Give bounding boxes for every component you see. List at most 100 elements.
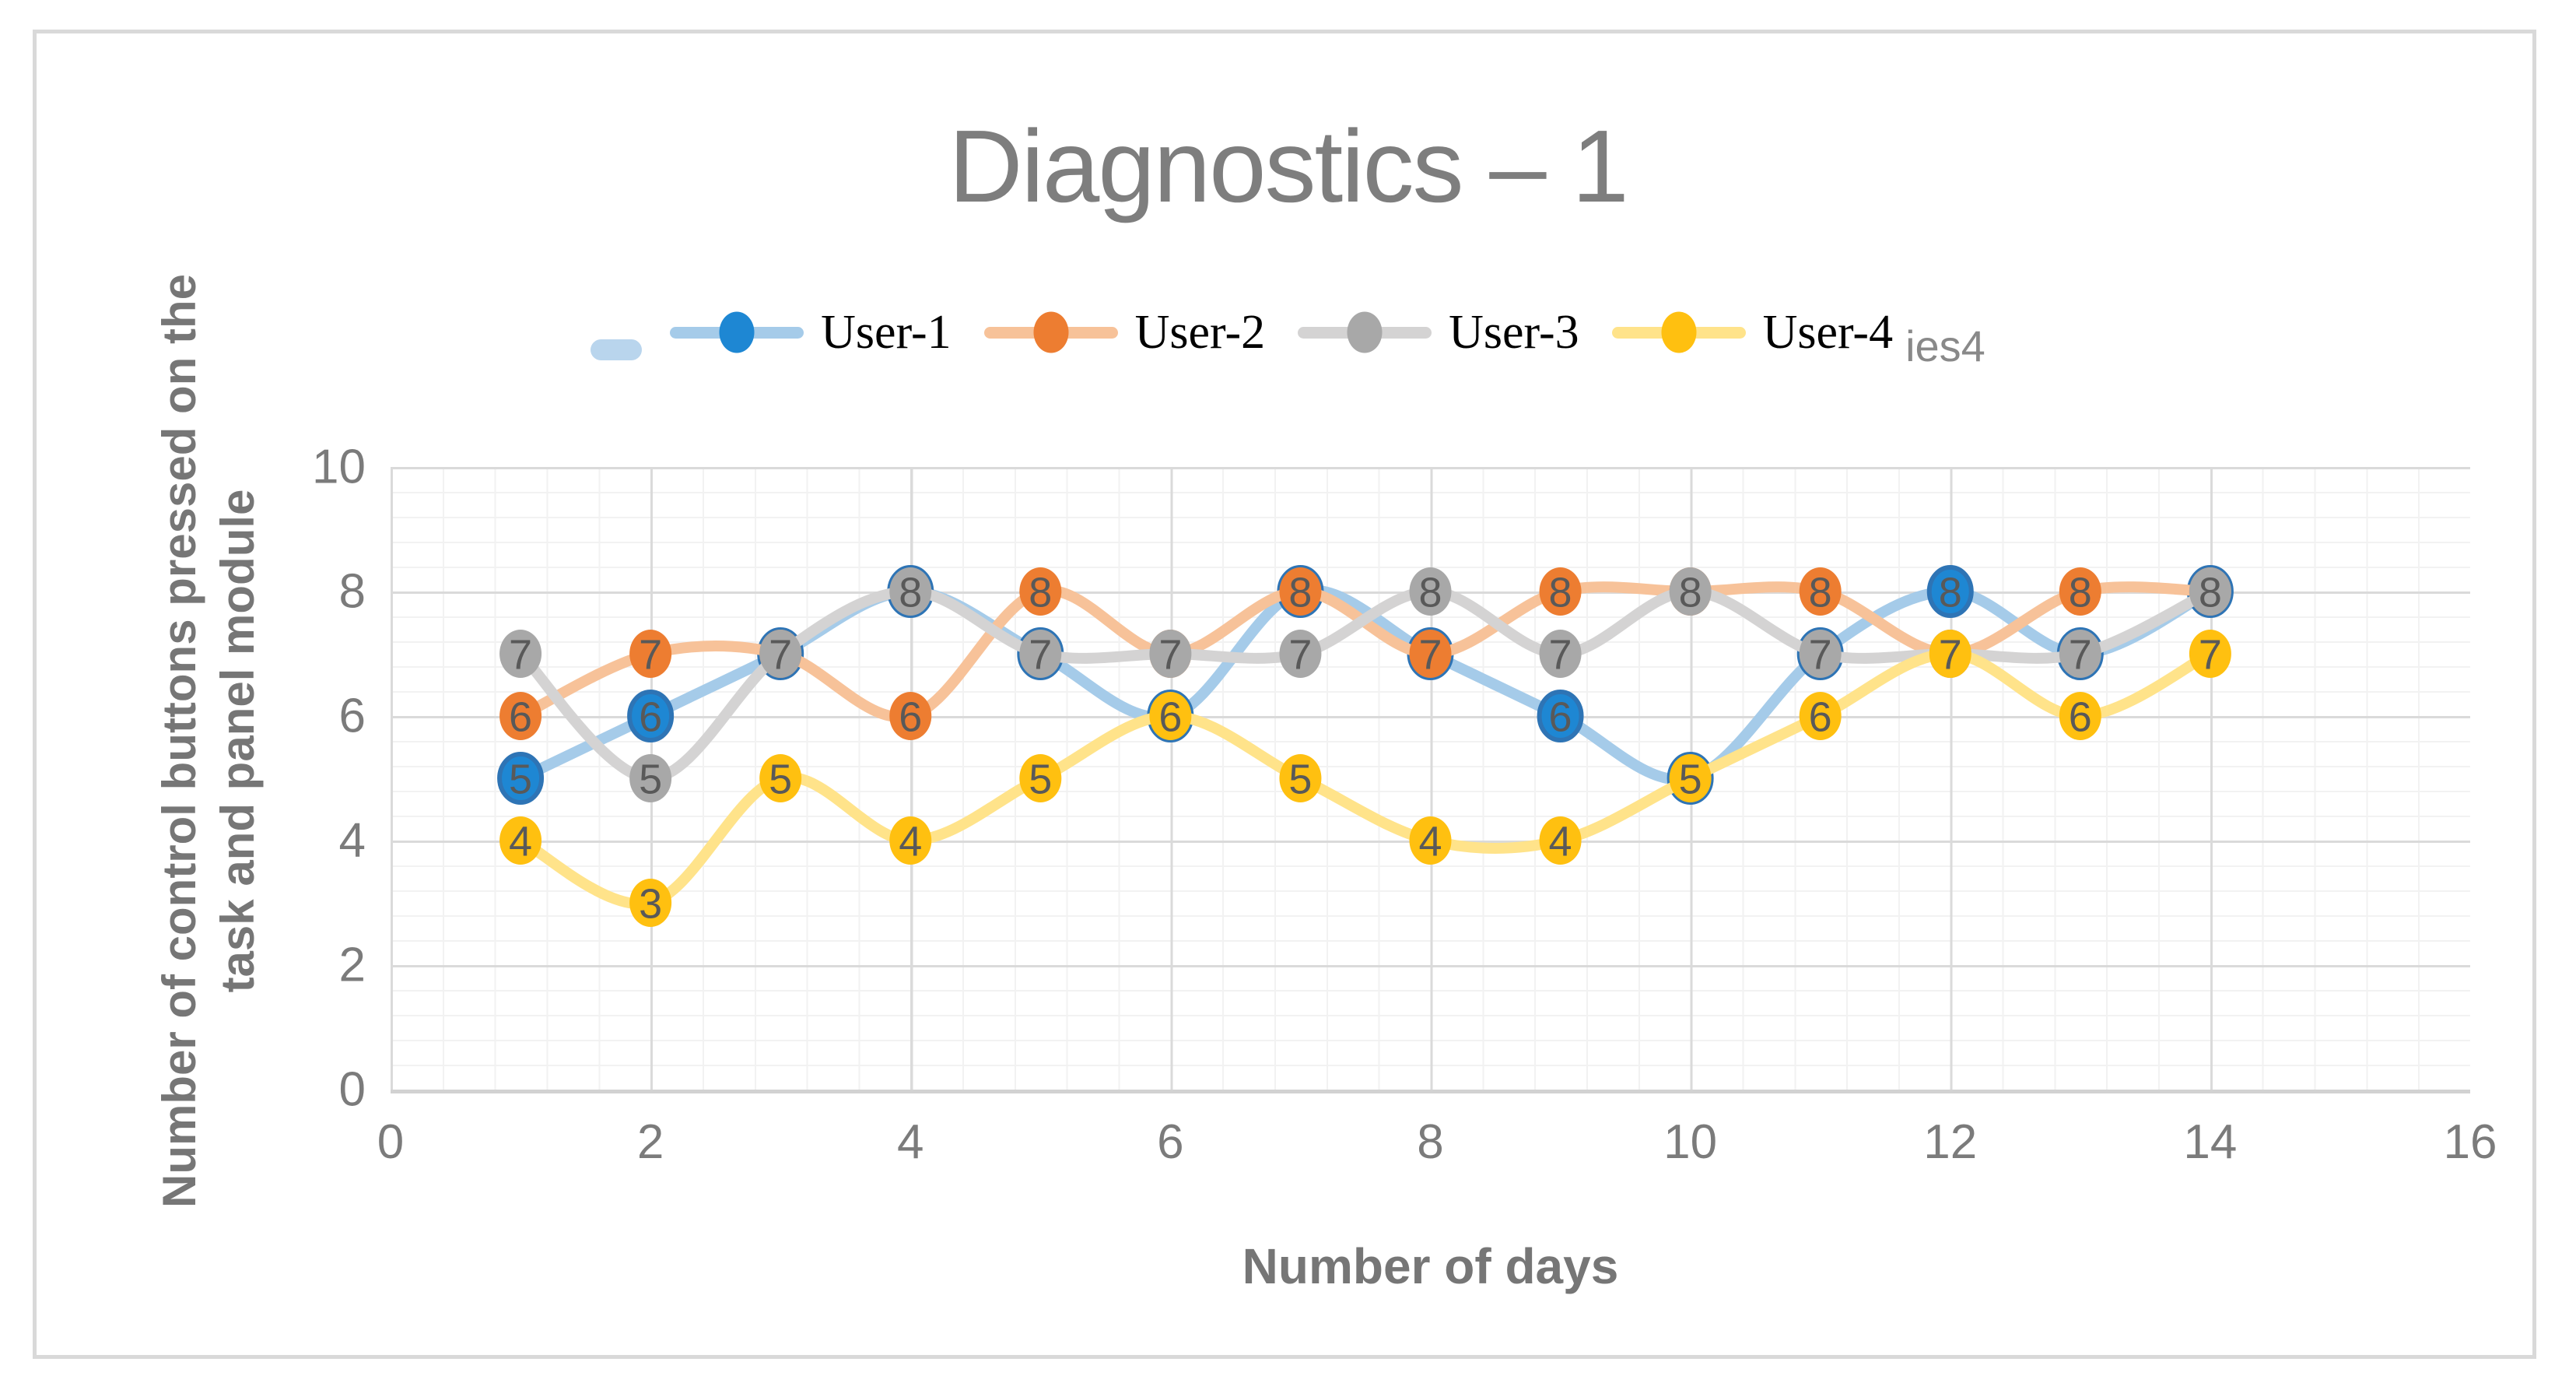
- data-point-user-4-day9: [1539, 816, 1582, 865]
- data-point-user-2-day7: [1279, 567, 1322, 616]
- data-label-user-3-day6: 7: [1158, 631, 1182, 678]
- data-point-user-3-day5: [1019, 630, 1062, 678]
- legend-line-swatch: [670, 311, 804, 353]
- data-point-user-3-day6: [1149, 630, 1192, 678]
- data-point-user-3-day10: [1669, 567, 1712, 616]
- x-tick-label: 4: [897, 1115, 924, 1169]
- data-label-user-2-day2: 7: [639, 631, 662, 678]
- y-tick-label: 10: [312, 440, 366, 494]
- data-point-user-4-day11: [1799, 692, 1842, 740]
- legend-stray-text: ies4: [1905, 321, 1985, 370]
- data-point-user-4-day7: [1279, 754, 1322, 802]
- x-tick-label: 12: [1923, 1115, 1978, 1169]
- data-label-user-4-day11: 6: [1809, 693, 1832, 740]
- data-label-user-3-day3: 7: [769, 631, 792, 678]
- data-point-user-2-day5: [1019, 567, 1062, 616]
- data-point-user-2-day1: [499, 692, 542, 740]
- data-label-user-2-day13: 8: [2069, 569, 2092, 616]
- data-label-user-3-day13: 7: [2069, 631, 2092, 678]
- data-label-user-4-day13: 6: [2069, 693, 2092, 740]
- data-point-user-3-day4: [889, 567, 932, 616]
- data-point-user-3-day7: [1279, 630, 1322, 678]
- data-label-user-4-day14: 7: [2199, 631, 2222, 678]
- data-label-user-2-day9: 8: [1549, 569, 1572, 616]
- data-point-user-1-day9: [1537, 690, 1584, 742]
- legend-line-swatch: [983, 311, 1118, 353]
- legend-item-user-1: User-1: [670, 305, 952, 360]
- data-point-user-3-day14: [2189, 567, 2231, 616]
- data-point-user-4-day8: [1409, 816, 1452, 865]
- data-point-user-1-day12: [1926, 565, 1974, 618]
- data-point-user-4-day10: [1669, 754, 1712, 802]
- legend-marker-dot: [1347, 311, 1383, 353]
- data-point-user-3-day1: [499, 630, 542, 678]
- data-label-user-3-day1: 7: [509, 631, 532, 678]
- data-label-user-4-day4: 4: [899, 818, 922, 865]
- legend-marker-dot: [719, 311, 755, 353]
- data-label-user-4-day7: 5: [1288, 756, 1312, 802]
- data-label-user-1-day9: 6: [1549, 693, 1572, 740]
- legend-label: User-1: [821, 305, 952, 359]
- data-point-user-2-day2: [629, 630, 672, 678]
- data-point-user-3-day9: [1539, 630, 1582, 678]
- data-point-user-2-day4: [889, 692, 932, 740]
- data-label-user-3-day4: 8: [899, 569, 922, 616]
- x-tick-label: 0: [377, 1115, 405, 1169]
- data-label-user-3-day5: 7: [1029, 631, 1052, 678]
- data-point-user-4-day6: [1149, 692, 1192, 740]
- data-point-user-3-day2: [629, 754, 672, 802]
- data-point-user-2-day8: [1409, 630, 1452, 678]
- data-point-user-3-day11: [1799, 630, 1842, 678]
- data-point-user-4-day5: [1019, 754, 1062, 802]
- series-layer: 5678768765787867768787888788757877787877…: [497, 565, 2234, 927]
- data-point-user-4-day1: [499, 816, 542, 865]
- data-label-user-3-day11: 7: [1809, 631, 1832, 678]
- legend-marker-dot: [1661, 311, 1697, 353]
- legend-label: User-3: [1449, 305, 1579, 359]
- data-point-user-2-day9: [1539, 567, 1582, 616]
- data-label-user-4-day2: 3: [639, 880, 662, 927]
- data-label-user-4-day12: 7: [1939, 631, 1962, 678]
- data-label-user-3-day14: 8: [2199, 569, 2222, 616]
- data-point-user-4-day13: [2059, 692, 2101, 740]
- data-point-user-3-day8: [1409, 567, 1452, 616]
- data-point-user-4-day4: [889, 816, 932, 865]
- legend-partial-marker-artifact: [591, 339, 643, 360]
- data-point-user-1-day1: [497, 752, 545, 805]
- data-label-user-2-day4: 6: [899, 693, 922, 740]
- data-label-user-4-day1: 4: [509, 818, 532, 865]
- data-label-user-2-day7: 8: [1288, 569, 1312, 616]
- x-axis-title: Number of days: [1242, 1238, 1619, 1294]
- data-point-user-2-day13: [2059, 567, 2101, 616]
- data-label-user-2-day8: 7: [1418, 631, 1442, 678]
- chart-title: Diagnostics – 1: [948, 109, 1628, 223]
- series-line-user-3: [515, 585, 2216, 784]
- data-point-user-4-day12: [1929, 630, 1971, 678]
- x-tick-label: 16: [2443, 1115, 2497, 1169]
- x-tick-label: 10: [1663, 1115, 1718, 1169]
- y-tick-label: 8: [338, 564, 366, 619]
- data-point-user-4-day14: [2189, 630, 2231, 678]
- data-label-user-4-day9: 4: [1549, 818, 1572, 865]
- data-label-user-1-day1: 5: [509, 756, 532, 802]
- data-point-user-3-day13: [2059, 630, 2101, 678]
- y-tick-label: 4: [338, 813, 366, 868]
- data-label-user-2-day11: 8: [1809, 569, 1832, 616]
- data-point-user-1-day2: [627, 690, 675, 742]
- data-label-user-2-day1: 6: [509, 693, 532, 740]
- data-label-user-3-day9: 7: [1549, 631, 1572, 678]
- data-point-user-3-day3: [759, 630, 802, 678]
- data-point-user-4-day3: [759, 754, 802, 802]
- data-label-user-4-day10: 5: [1679, 756, 1702, 802]
- data-label-user-3-day8: 8: [1418, 569, 1442, 616]
- y-axis-ticks: 10 8 6 4 2 0: [233, 0, 366, 1397]
- series-user-4: 4 3 5 4 5 6 5 4 4 5 6 7 6 7: [499, 630, 2231, 927]
- data-label-user-2-day5: 8: [1029, 569, 1052, 616]
- x-axis-ticks: 0 2 4 6 8 10 12 14 16: [0, 1114, 2576, 1177]
- legend-marker-dot: [1033, 311, 1069, 353]
- y-tick-label: 2: [338, 938, 366, 992]
- x-tick-label: 2: [636, 1115, 664, 1169]
- data-label-user-4-day8: 4: [1418, 818, 1442, 865]
- x-tick-label: 6: [1157, 1115, 1184, 1169]
